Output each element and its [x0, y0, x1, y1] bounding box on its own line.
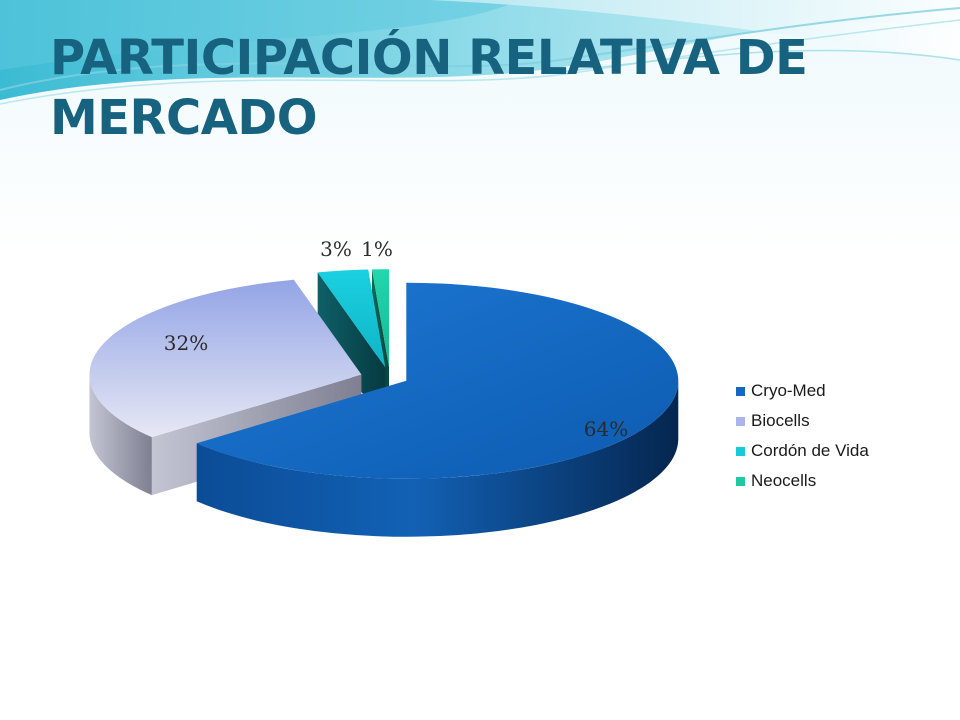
chart-legend: Cryo-Med Biocells Cordón de Vida Neocells — [736, 376, 869, 496]
data-label-biocells: 32% — [164, 331, 208, 355]
legend-label: Neocells — [751, 471, 817, 490]
legend-item-neocells: Neocells — [736, 466, 869, 496]
legend-swatch — [736, 416, 745, 426]
pie-data-labels: 64% 32% 3% 1% — [164, 237, 628, 441]
legend-swatch — [736, 386, 745, 396]
legend-label: Biocells — [751, 411, 810, 430]
legend-swatch — [736, 476, 745, 486]
data-label-cryo-med: 64% — [584, 417, 628, 441]
pie-slice-cordon-de-vida — [317, 269, 386, 426]
legend-label: Cryo-Med — [751, 381, 826, 400]
data-label-cordon-de-vida: 3% — [320, 237, 352, 261]
legend-item-cordon-de-vida: Cordón de Vida — [736, 436, 869, 466]
legend-label: Cordón de Vida — [751, 441, 869, 460]
pie-slices — [89, 269, 679, 537]
legend-swatch — [736, 446, 745, 456]
legend-item-biocells: Biocells — [736, 406, 869, 436]
legend-item-cryo-med: Cryo-Med — [736, 376, 869, 406]
slide-title: PARTICIPACIÓN RELATIVA DE MERCADO — [50, 30, 808, 146]
pie-slice-cryo-med — [196, 282, 679, 537]
data-label-neocells: 1% — [361, 237, 393, 261]
